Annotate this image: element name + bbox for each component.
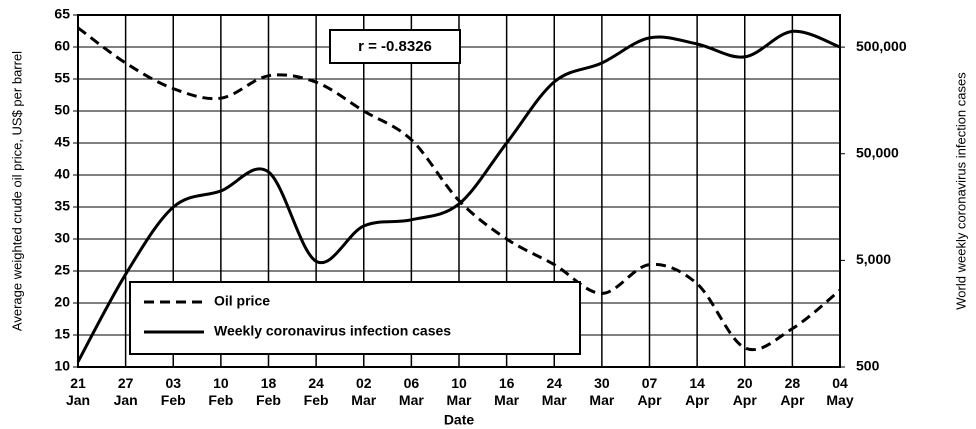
y-tick-label: 55 — [54, 70, 70, 86]
x-tick-label: 30 Mar — [589, 375, 615, 408]
legend-box — [129, 281, 581, 355]
x-tick-label: 27 Jan — [113, 375, 138, 408]
legend-label: Weekly coronavirus infection cases — [214, 323, 451, 339]
x-tick-label: 06 Mar — [398, 375, 424, 408]
y-tick-label: 65 — [54, 6, 70, 22]
y-tick-label: 40 — [54, 166, 70, 182]
data-line — [77, 26, 841, 352]
y-tick-label: 25 — [54, 262, 70, 278]
x-tick-label: 14 Apr — [685, 375, 710, 408]
x-tick-label: 21 Jan — [65, 375, 91, 408]
x-tick-label: 02 Mar — [351, 375, 377, 408]
y-tick-label: 15 — [54, 326, 70, 342]
x-tick-label: 28 Apr — [780, 375, 805, 408]
y-tick-label: 35 — [54, 198, 70, 214]
x-tick-label: 18 Feb — [256, 375, 281, 408]
x-tick-label: 10 Feb — [208, 375, 234, 408]
data-line — [76, 29, 841, 363]
plot-frame — [77, 14, 841, 368]
x-tick-label: 24 Mar — [541, 375, 567, 408]
x-axis-label: Date — [444, 412, 475, 428]
y-tick-label: 20 — [54, 294, 70, 310]
y2-tick-label: 500,000 — [856, 38, 907, 54]
y-tick-label: 50 — [54, 102, 70, 118]
x-tick-label: 07 Apr — [637, 375, 662, 408]
y2-tick-label: 50,000 — [856, 144, 899, 160]
x-tick-label: 03 Feb — [160, 375, 186, 408]
annotation: r = -0.8326 — [358, 38, 432, 55]
y2-axis-label: World weekly coronavirus infection cases — [953, 72, 968, 310]
legend-label: Oil price — [214, 293, 270, 309]
x-tick-label: 24 Feb — [303, 375, 329, 408]
y-tick-label: 30 — [54, 230, 70, 246]
y2-tick-label: 500 — [856, 358, 880, 374]
y-tick-label: 60 — [54, 38, 70, 54]
y2-tick-label: 5,000 — [856, 251, 891, 267]
x-tick-label: 16 Mar — [494, 375, 520, 408]
x-tick-label: 04 May — [826, 375, 854, 408]
x-tick-label: 20 Apr — [732, 375, 757, 408]
y-axis-label: Average weighted crude oil price, US$ pe… — [9, 51, 24, 331]
x-tick-label: 10 Mar — [446, 375, 472, 408]
y-tick-label: 45 — [54, 134, 70, 150]
annotation-box — [329, 29, 461, 64]
y-tick-label: 10 — [54, 358, 70, 374]
